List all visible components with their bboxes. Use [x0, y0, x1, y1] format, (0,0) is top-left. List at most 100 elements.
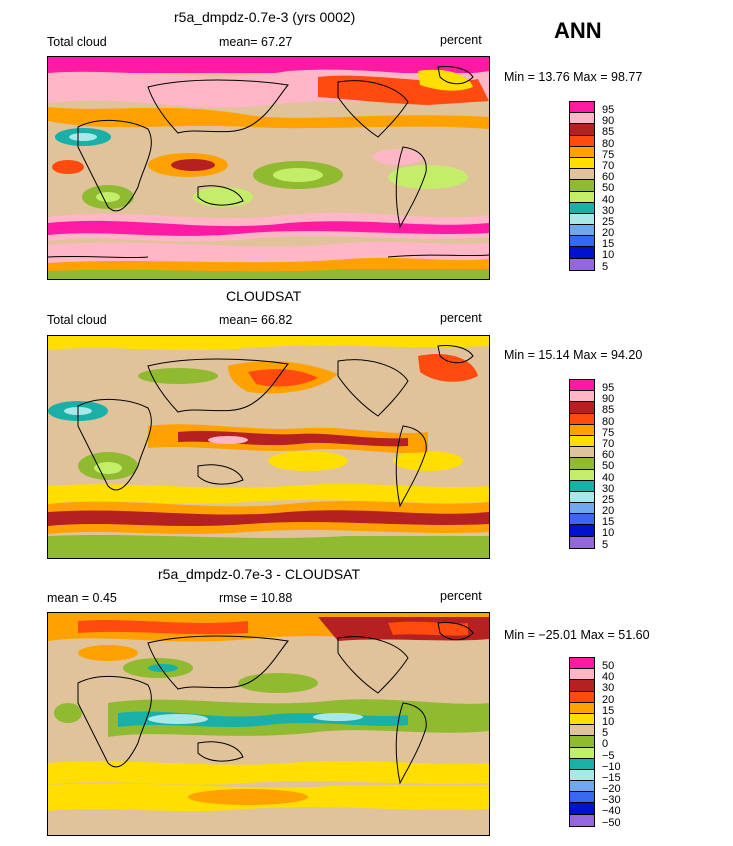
colorbar-swatch — [570, 402, 594, 414]
colorbar-label: 85 — [602, 404, 615, 417]
panel2-variable-label: Total cloud — [47, 313, 107, 327]
colorbar-label: −40 — [602, 805, 621, 818]
colorbar-label: 10 — [602, 249, 615, 262]
panel1-map — [47, 56, 490, 280]
panel3-minmax: Min = −25.01 Max = 51.60 — [504, 628, 650, 642]
colorbar-label: 50 — [602, 460, 615, 473]
panel1-colorbar — [569, 101, 595, 271]
colorbar-swatch — [570, 424, 594, 436]
colorbar-label: 15 — [602, 704, 615, 717]
colorbar-swatch — [570, 458, 594, 470]
colorbar-label: 10 — [602, 715, 615, 728]
colorbar-label: 70 — [602, 159, 615, 172]
colorbar-swatch — [570, 225, 594, 237]
colorbar-swatch — [570, 391, 594, 403]
colorbar-label: 50 — [602, 182, 615, 195]
panel1-colorbar-labels: 95 90 85 80 75 70 60 50 40 30 25 20 15 1… — [602, 104, 615, 273]
colorbar-label: 25 — [602, 493, 615, 506]
colorbar-swatch — [570, 792, 594, 804]
colorbar-label: 95 — [602, 104, 615, 116]
colorbar-label: −5 — [602, 749, 615, 762]
colorbar-swatch — [570, 191, 594, 203]
colorbar-label: 20 — [602, 505, 615, 518]
colorbar-label: 40 — [602, 193, 615, 206]
colorbar-label: −15 — [602, 771, 621, 784]
colorbar-swatch — [570, 469, 594, 481]
panel1-variable-label: Total cloud — [47, 35, 107, 49]
colorbar-swatch — [570, 247, 594, 259]
season-label: ANN — [554, 18, 602, 43]
panel2-colorbar — [569, 379, 595, 549]
colorbar-label: 70 — [602, 437, 615, 450]
panel3-title: r5a_dmpdz-0.7e-3 - CLOUDSAT — [158, 566, 361, 582]
colorbar-swatch — [570, 413, 594, 425]
colorbar-label: 60 — [602, 171, 615, 184]
colorbar-swatch — [570, 702, 594, 714]
colorbar-label: 30 — [602, 482, 615, 495]
panel3-colorbar — [569, 657, 595, 827]
panel3-units-label: percent — [440, 589, 482, 603]
colorbar-swatch — [570, 180, 594, 192]
colorbar-swatch — [570, 113, 594, 125]
colorbar-swatch — [570, 435, 594, 448]
colorbar-label: 5 — [602, 538, 609, 551]
colorbar-swatch — [570, 447, 594, 459]
colorbar-swatch — [570, 691, 594, 703]
colorbar-label: 20 — [602, 227, 615, 240]
colorbar-label: 75 — [602, 426, 615, 439]
colorbar-swatch — [570, 157, 594, 170]
colorbar-label: 30 — [602, 204, 615, 217]
colorbar-label: −20 — [602, 783, 621, 796]
colorbar-label: 20 — [602, 693, 615, 706]
colorbar-label: 80 — [602, 137, 615, 150]
colorbar-swatch — [570, 514, 594, 526]
colorbar-swatch — [570, 213, 594, 226]
colorbar-swatch — [570, 725, 594, 737]
panel3-rmse-label: rmse = 10.88 — [219, 591, 293, 605]
panel3-map — [47, 612, 490, 836]
colorbar-swatch — [570, 536, 594, 548]
colorbar-swatch — [570, 680, 594, 692]
panel1-minmax: Min = 13.76 Max = 98.77 — [504, 70, 643, 84]
colorbar-swatch — [570, 491, 594, 504]
panel1-units-label: percent — [440, 33, 482, 47]
colorbar-swatch — [570, 658, 594, 670]
colorbar-label: −50 — [602, 816, 621, 829]
colorbar-label: 80 — [602, 415, 615, 428]
colorbar-label: 90 — [602, 115, 615, 128]
colorbar-label: 15 — [602, 238, 615, 251]
colorbar-swatch — [570, 503, 594, 515]
colorbar-swatch — [570, 380, 594, 392]
colorbar-label: 15 — [602, 516, 615, 529]
colorbar-label: 50 — [602, 660, 615, 672]
colorbar-swatch — [570, 747, 594, 759]
colorbar-swatch — [570, 769, 594, 782]
colorbar-swatch — [570, 669, 594, 681]
panel2-minmax: Min = 15.14 Max = 94.20 — [504, 348, 643, 362]
panel3-mean-label: mean = 0.45 — [47, 591, 117, 605]
colorbar-label: 30 — [602, 682, 615, 695]
panel1-mean-label: mean= 67.27 — [219, 35, 293, 49]
colorbar-label: 90 — [602, 393, 615, 406]
colorbar-swatch — [570, 713, 594, 726]
colorbar-swatch — [570, 781, 594, 793]
colorbar-swatch — [570, 102, 594, 114]
colorbar-swatch — [570, 202, 594, 214]
colorbar-swatch — [570, 803, 594, 815]
panel2-map — [47, 335, 490, 559]
panel3-colorbar-labels: 50 40 30 20 15 10 5 0 −5 −10 −15 −20 −30… — [602, 660, 621, 829]
colorbar-label: 25 — [602, 215, 615, 228]
colorbar-label: 5 — [602, 727, 609, 740]
colorbar-label: 75 — [602, 148, 615, 161]
colorbar-label: 40 — [602, 671, 615, 684]
colorbar-label: 10 — [602, 527, 615, 540]
panel2-mean-label: mean= 66.82 — [219, 313, 293, 327]
colorbar-label: 60 — [602, 449, 615, 462]
colorbar-swatch — [570, 169, 594, 181]
colorbar-swatch — [570, 736, 594, 748]
colorbar-label: 95 — [602, 382, 615, 394]
colorbar-swatch — [570, 814, 594, 826]
colorbar-swatch — [570, 480, 594, 492]
colorbar-label: −10 — [602, 760, 621, 773]
colorbar-label: 5 — [602, 260, 609, 273]
